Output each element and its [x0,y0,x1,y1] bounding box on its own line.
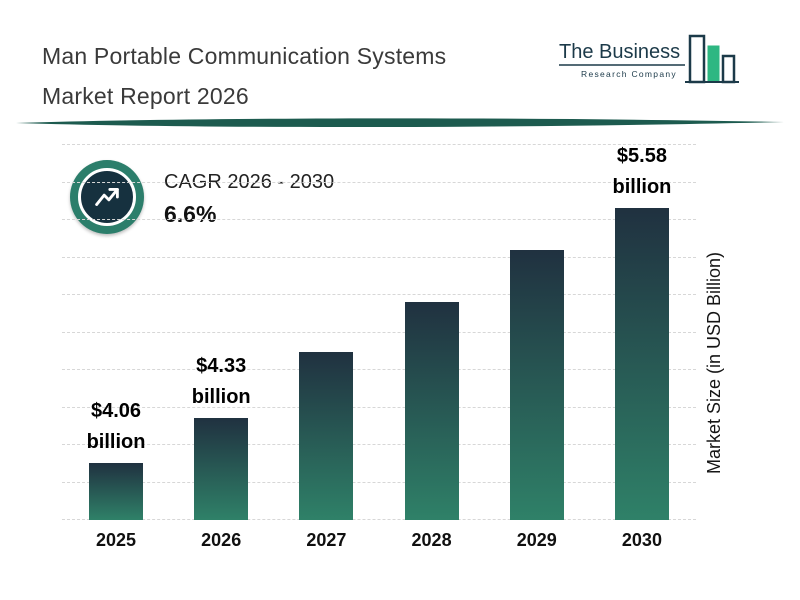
bar-2029 [509,250,564,520]
gridline [62,481,696,483]
bar-slot-2029 [509,250,565,520]
gridline [62,144,696,145]
bar-2025 [89,463,143,520]
gridline [62,369,696,370]
cagr-badge [70,160,144,234]
company-logo-graphic: The Business Research Company [559,34,739,84]
gridline [62,519,696,520]
x-axis-label-2026: 2026 [201,530,242,550]
bar-slot-2026: $4.33 billion [191,351,251,520]
y-axis-title: Market Size (in USD Billion) [704,251,724,475]
page-title: Man Portable Communication Systems Marke… [42,36,446,116]
x-axis-label-2027: 2027 [306,530,347,550]
bar-chart-plot-area: $4.06 billion $4.33 billion $5.58 billion [62,144,696,520]
page-title-line1: Man Portable Communication Systems [42,43,447,69]
bar-value-label-2030: $5.58 billion [612,145,672,198]
bar-value-label-2025: $4.06 billion [86,400,146,453]
company-logo: The Business Research Company [557,30,762,102]
x-axis-labels: 2025 2026 2027 2028 2029 2030 [62,530,696,551]
page-title-line2: Market Report 2026 [42,83,249,109]
cagr-badge-inner [78,168,136,226]
gridline [62,219,696,220]
divider-line [16,118,784,128]
gridline [62,331,696,333]
logo-bar-chart-icon [685,34,739,84]
gridline [62,294,696,295]
gridline [62,256,696,258]
bar-2027 [299,352,354,520]
bar-slot-2030: $5.58 billion [612,141,672,520]
cagr-value: 6.6% [164,201,217,227]
gridline [62,444,696,445]
logo-subtitle: Research Company [581,69,677,79]
gridline [62,181,696,183]
bars-row: $4.06 billion $4.33 billion $5.58 billion [62,145,696,520]
bar-slot-2025: $4.06 billion [86,396,146,520]
x-axis-label-2030: 2030 [621,530,662,550]
x-axis-label-2025: 2025 [95,530,137,550]
bar-slot-2028 [404,302,460,520]
gridline [62,406,696,408]
bar-2030 [614,208,669,520]
bar-2026 [194,418,249,520]
trend-up-icon [95,188,119,206]
bar-2028 [404,302,459,520]
logo-wordmark: The Business [559,41,680,63]
bar-value-label-2026: $4.33 billion [191,355,251,408]
bar-slot-2027 [298,352,354,520]
x-axis-label-2029: 2029 [516,530,557,550]
x-axis-label-2028: 2028 [411,530,452,550]
